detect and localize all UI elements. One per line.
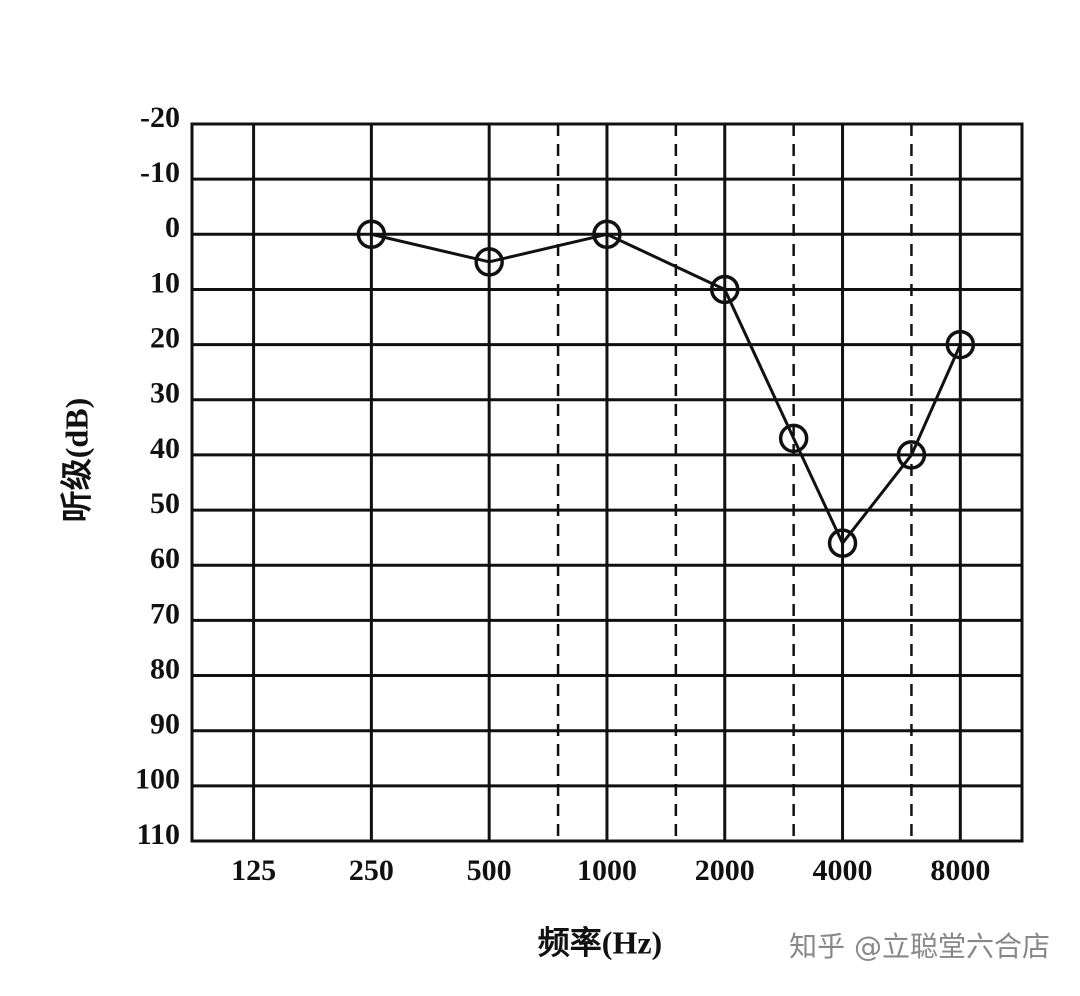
x-tick-label: 2000	[695, 854, 755, 887]
data-point	[356, 219, 387, 250]
x-tick-label: 500	[467, 854, 512, 887]
data-point	[474, 247, 504, 277]
y-tick-label: 0	[165, 211, 180, 244]
x-tick-label: 1000	[577, 854, 637, 887]
y-tick-label: 70	[150, 597, 180, 630]
y-tick-label: 40	[150, 432, 180, 465]
x-tick-label: 4000	[813, 854, 873, 887]
y-tick-label: 50	[150, 487, 180, 520]
y-tick-label: 80	[150, 652, 180, 685]
y-tick-label: 90	[150, 708, 180, 741]
y-tick-label: 10	[150, 266, 180, 299]
x-tick-label: 250	[349, 854, 394, 887]
y-axis-title: 听级(dB)	[58, 398, 94, 522]
y-tick-label: -20	[140, 101, 180, 134]
plot-border	[190, 122, 1024, 843]
x-tick-label: 125	[231, 854, 276, 887]
y-tick-label: -10	[140, 156, 180, 189]
data-point	[709, 274, 740, 305]
y-tick-label: 30	[150, 377, 180, 410]
data-point	[778, 423, 809, 454]
x-tick-label: 8000	[930, 854, 990, 887]
y-tick-label: 60	[150, 542, 180, 575]
data-point	[945, 329, 976, 360]
y-tick-label: 110	[137, 818, 180, 851]
x-axis-title: 频率(Hz)	[538, 924, 662, 960]
watermark: 知乎 @立聪堂六合店	[789, 930, 1050, 963]
data-point	[827, 528, 858, 558]
data-point	[592, 219, 622, 250]
y-tick-label: 20	[150, 322, 180, 355]
y-tick-label: 100	[135, 763, 180, 796]
data-point	[896, 440, 927, 470]
data-line	[371, 232, 962, 547]
